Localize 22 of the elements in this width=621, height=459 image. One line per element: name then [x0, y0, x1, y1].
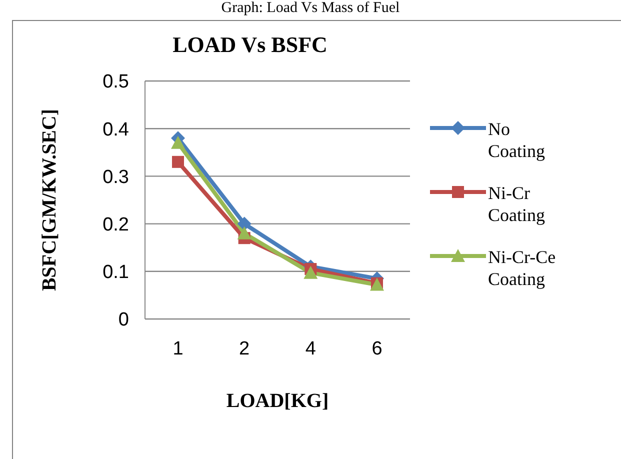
x-tick-label: 6: [372, 338, 382, 360]
legend-label: No Coating: [488, 118, 546, 162]
x-axis-title: LOAD[KG]: [225, 390, 330, 413]
legend-label: Ni-Cr Coating: [488, 182, 546, 226]
y-tick-label: 0.1: [102, 262, 129, 284]
y-tick-label: 0.5: [102, 72, 129, 93]
y-tick-label: 0: [118, 310, 129, 331]
text: Graph: Load Vs Mass of Fuel: [220, 0, 401, 17]
chart-title: LOAD Vs BSFC: [172, 32, 328, 58]
point: [237, 216, 252, 231]
y-tick-label: 0.4: [102, 119, 130, 140]
y-tick-label: 0.3: [102, 166, 129, 188]
x-tick-label: 4: [305, 338, 316, 360]
y-axis-title: BSFC[GM/KW.SEC]: [38, 108, 62, 292]
x-tick-label: 1: [172, 338, 184, 360]
point: [237, 226, 252, 240]
point: [304, 266, 318, 279]
point: [171, 136, 185, 149]
legend-label: Ni-Cr-Ce Coating: [488, 246, 557, 290]
x-tick-label: 2: [239, 338, 250, 360]
y-tick-label: 0.2: [102, 214, 129, 236]
point: [172, 156, 184, 168]
